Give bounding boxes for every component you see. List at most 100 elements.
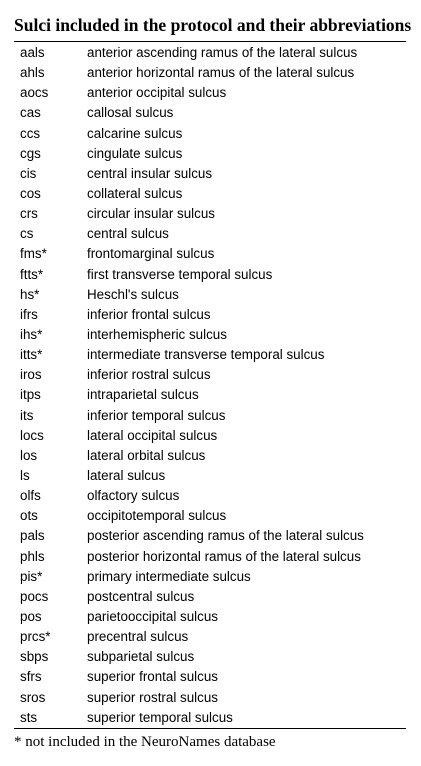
sulcus-name-cell: intraparietal sulcus <box>87 387 199 403</box>
sulcus-name-cell: subparietal sulcus <box>87 649 195 665</box>
table-row: los lateral orbital sulcus <box>14 446 406 466</box>
abbreviation-cell: los <box>20 447 38 463</box>
abbreviation-cell: aocs <box>20 85 49 101</box>
table-row: sts superior temporal sulcus <box>14 708 406 728</box>
sulcus-name-cell: central insular sulcus <box>87 165 213 181</box>
abbreviation-cell: ihs* <box>20 327 43 343</box>
table-row: ls lateral sulcus <box>14 466 406 486</box>
sulcus-name-cell: posterior ascending ramus of the lateral… <box>87 528 364 544</box>
table-row: sbps subparietal sulcus <box>14 647 406 667</box>
sulci-table: Sulci included in the protocol and their… <box>14 10 412 751</box>
abbreviation-cell: olfs <box>20 488 41 504</box>
sulcus-name-cell: anterior occipital sulcus <box>87 85 227 101</box>
table-row: sfrs superior frontal sulcus <box>14 667 406 687</box>
table-row: crs circular insular sulcus <box>14 204 406 224</box>
table-row: sros superior rostral sulcus <box>14 688 406 708</box>
sulcus-name-cell: Heschl's sulcus <box>87 286 179 302</box>
abbreviation-cell: hs* <box>20 286 40 302</box>
sulcus-name-cell: primary intermediate sulcus <box>87 568 251 584</box>
table-row: hs* Heschl's sulcus <box>14 285 406 305</box>
sulcus-name-cell: collateral sulcus <box>87 186 183 202</box>
sulcus-name-cell: precentral sulcus <box>87 629 189 645</box>
abbreviation-cell: phls <box>20 548 45 564</box>
abbreviation-cell: sros <box>20 689 46 705</box>
sulcus-name-cell: interhemispheric sulcus <box>87 327 227 343</box>
table-row: olfs olfactory sulcus <box>14 486 406 506</box>
abbreviation-cell: cs <box>20 226 34 242</box>
table-row: ahls anterior horizontal ramus of the lat… <box>14 63 406 83</box>
abbreviation-cell: sfrs <box>20 669 42 685</box>
sulcus-name-cell: inferior temporal sulcus <box>87 407 226 423</box>
sulcus-name-cell: frontomarginal sulcus <box>87 246 215 262</box>
abbreviation-cell: ccs <box>20 125 41 141</box>
sulcus-name-cell: posterior horizontal ramus of the latera… <box>87 548 361 564</box>
abbreviation-cell: ftts* <box>20 266 44 282</box>
sulcus-name-cell: lateral occipital sulcus <box>87 427 218 443</box>
table-row: pocs postcentral sulcus <box>14 587 406 607</box>
table-row: fms* frontomarginal sulcus <box>14 244 406 264</box>
abbreviation-cell: its <box>20 407 34 423</box>
sulcus-name-cell: central sulcus <box>87 226 169 242</box>
sulcus-name-cell: lateral orbital sulcus <box>87 447 206 463</box>
sulcus-name-cell: cingulate sulcus <box>87 145 183 161</box>
abbreviation-cell: prcs* <box>20 629 51 645</box>
table-row: phls posterior horizontal ramus of the la… <box>14 547 406 567</box>
abbreviation-cell: cgs <box>20 145 41 161</box>
sulcus-name-cell: superior temporal sulcus <box>87 709 233 725</box>
abbreviation-cell: ls <box>20 468 30 484</box>
sulcus-name-cell: anterior horizontal ramus of the lateral… <box>87 65 355 81</box>
table-row: aals anterior ascending ramus of the late… <box>14 43 406 63</box>
sulcus-name-cell: inferior rostral sulcus <box>87 367 211 383</box>
abbreviation-cell: itts* <box>20 347 43 363</box>
abbreviation-cell: iros <box>20 367 42 383</box>
abbreviation-cell: cis <box>20 165 37 181</box>
abbreviation-cell: ahls <box>20 65 45 81</box>
table-row: cgs cingulate sulcus <box>14 144 406 164</box>
sulcus-name-cell: callosal sulcus <box>87 105 174 121</box>
table-row: locs lateral occipital sulcus <box>14 426 406 446</box>
abbreviation-cell: sts <box>20 709 38 725</box>
table-row: ots occipitotemporal sulcus <box>14 506 406 526</box>
abbreviation-cell: locs <box>20 427 44 443</box>
table-row: pos parietooccipital sulcus <box>14 607 406 627</box>
abbreviation-table: aals anterior ascending ramus of the late… <box>14 43 406 728</box>
table-row: ifrs inferior frontal sulcus <box>14 305 406 325</box>
abbreviation-cell: cos <box>20 186 41 202</box>
table-row: iros inferior rostral sulcus <box>14 365 406 385</box>
abbreviation-cell: sbps <box>20 649 49 665</box>
bottom-rule <box>14 727 406 729</box>
footnote: * not included in the NeuroNames databas… <box>14 733 276 750</box>
table-row: prcs* precentral sulcus <box>14 627 406 647</box>
table-row: cs central sulcus <box>14 224 406 244</box>
table-row: ftts* first transverse temporal sulcus <box>14 265 406 285</box>
table-row: ccs calcarine sulcus <box>14 124 406 144</box>
abbreviation-cell: cas <box>20 105 41 121</box>
sulcus-name-cell: circular insular sulcus <box>87 206 215 222</box>
sulcus-name-cell: postcentral sulcus <box>87 588 195 604</box>
sulcus-name-cell: occipitotemporal sulcus <box>87 508 227 524</box>
table-row: cas callosal sulcus <box>14 103 406 123</box>
table-row: cos collateral sulcus <box>14 184 406 204</box>
sulcus-name-cell: olfactory sulcus <box>87 488 180 504</box>
abbreviation-cell: ots <box>20 508 38 524</box>
table-body: aals anterior ascending ramus of the late… <box>14 43 406 728</box>
sulcus-name-cell: parietooccipital sulcus <box>87 609 218 624</box>
table-row: pals posterior ascending ramus of the lat… <box>14 526 406 546</box>
table-title: Sulci included in the protocol and their… <box>14 15 412 35</box>
table-row: its inferior temporal sulcus <box>14 406 406 426</box>
abbreviation-cell: crs <box>20 206 38 222</box>
abbreviation-cell: itps <box>20 387 41 403</box>
sulcus-name-cell: first transverse temporal sulcus <box>87 266 273 282</box>
table-row: aocs anterior occipital sulcus <box>14 83 406 103</box>
sulcus-name-cell: inferior frontal sulcus <box>87 306 211 322</box>
sulcus-name-cell: superior rostral sulcus <box>87 689 218 705</box>
top-rule <box>14 41 406 42</box>
table-row: itps intraparietal sulcus <box>14 385 406 405</box>
table-row: ihs* interhemispheric sulcus <box>14 325 406 345</box>
abbreviation-cell: pals <box>20 528 45 544</box>
sulcus-name-cell: lateral sulcus <box>87 468 166 484</box>
abbreviation-cell: pocs <box>20 588 49 604</box>
abbreviation-cell: fms* <box>20 246 47 262</box>
abbreviation-cell: pos <box>20 609 42 624</box>
sulcus-name-cell: intermediate transverse temporal sulcus <box>87 347 325 363</box>
